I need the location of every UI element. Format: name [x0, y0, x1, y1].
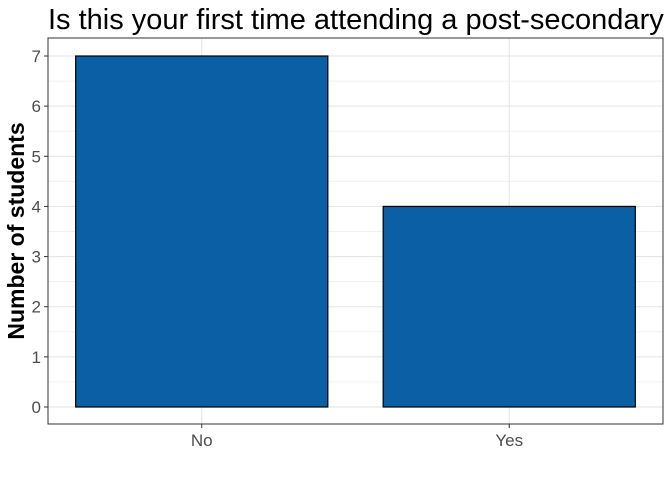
- bars-group: [75, 55, 636, 408]
- x-tick-label-yes: Yes: [495, 431, 523, 450]
- y-tick-label: 4: [32, 197, 41, 216]
- y-tick-label: 0: [32, 398, 41, 417]
- chart-title: Is this your first time attending a post…: [48, 4, 672, 36]
- y-tick-label: 2: [32, 298, 41, 317]
- y-tick-label: 5: [32, 147, 41, 166]
- y-tick-label: 6: [32, 97, 41, 116]
- y-tick-label: 1: [32, 348, 41, 367]
- x-tick-label-no: No: [191, 431, 213, 450]
- bar-no: [75, 55, 329, 408]
- y-tick-label: 7: [32, 47, 41, 66]
- y-axis-label: Number of students: [3, 122, 29, 339]
- plot-panel-border: [47, 37, 664, 425]
- x-axis: No Yes: [191, 424, 523, 450]
- y-axis: 0 1 2 3 4 5 6 7: [32, 47, 48, 417]
- plot-panel-group: [47, 37, 664, 425]
- y-tick-label: 3: [32, 248, 41, 267]
- bar-yes: [382, 205, 636, 408]
